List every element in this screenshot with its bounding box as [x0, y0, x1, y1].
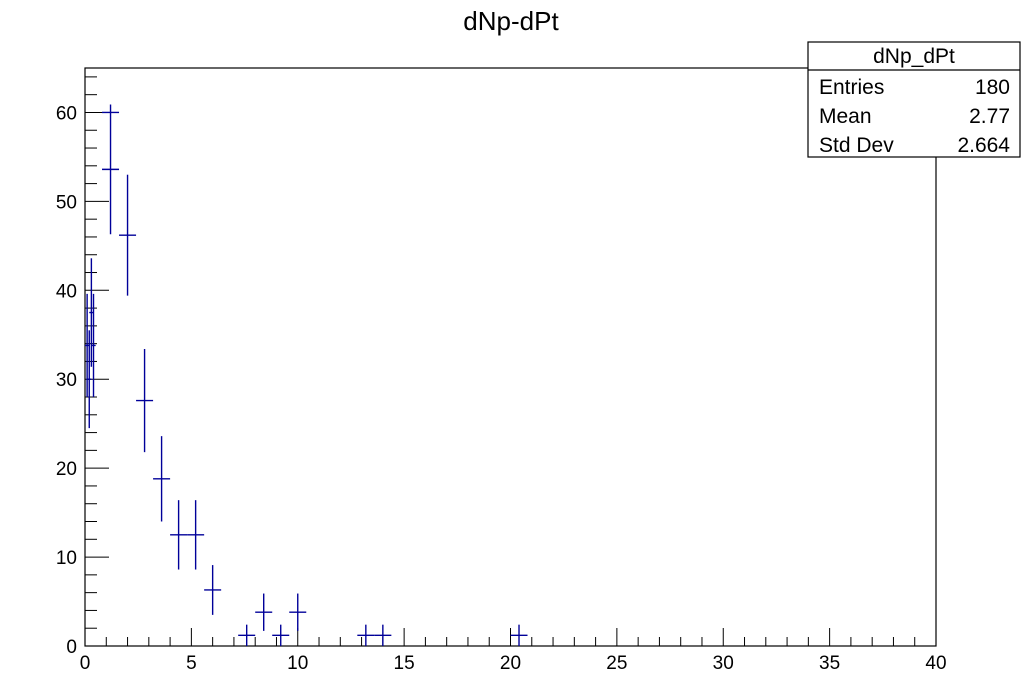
y-tick-label: 60: [56, 103, 77, 124]
data-point: [89, 258, 94, 367]
y-tick-label: 20: [56, 459, 77, 480]
x-tick-label: 30: [713, 653, 734, 674]
data-point: [170, 500, 188, 570]
data-point: [136, 348, 154, 453]
data-point: [91, 293, 96, 398]
stats-box: dNp_dPt Entries 180 Mean 2.77 Std Dev 2.…: [807, 41, 1021, 158]
x-tick-label: 20: [500, 653, 521, 674]
data-point: [238, 624, 256, 646]
stats-entries-label: Entries: [819, 76, 884, 99]
stats-box-name: dNp_dPt: [873, 45, 955, 68]
data-point: [357, 624, 375, 646]
stats-mean-label: Mean: [819, 105, 872, 128]
stats-stddev-value: 2.664: [957, 134, 1010, 157]
data-point: [119, 174, 137, 296]
stats-box-frame: [807, 41, 1021, 158]
x-tick-label: 35: [819, 653, 840, 674]
x-tick-label: 10: [287, 653, 308, 674]
data-point: [87, 330, 92, 429]
y-tick-label: 50: [56, 192, 77, 213]
y-tick-label: 30: [56, 370, 77, 391]
x-tick-label: 5: [186, 653, 197, 674]
y-tick-label: 10: [56, 548, 77, 569]
axis-ticks: [84, 76, 937, 647]
data-point: [153, 436, 171, 522]
data-point: [204, 565, 222, 615]
y-tick-label: 40: [56, 281, 77, 302]
x-axis-tick-labels: 0 5 10 15 20 25 30 35 40: [80, 653, 947, 674]
data-point: [102, 104, 120, 235]
data-point: [187, 500, 205, 570]
data-point: [272, 624, 290, 646]
x-tick-label: 0: [80, 653, 91, 674]
x-tick-label: 15: [394, 653, 415, 674]
data-point: [374, 624, 392, 646]
x-tick-label: 25: [606, 653, 627, 674]
data-points: [85, 104, 528, 646]
stats-stddev-label: Std Dev: [819, 134, 894, 157]
data-point: [255, 593, 273, 631]
chart-title: dNp-dPt: [463, 6, 559, 36]
data-point: [510, 624, 528, 646]
y-axis-tick-labels: 0 10 20 30 40 50 60: [56, 103, 77, 658]
stats-mean-value: 2.77: [969, 105, 1010, 128]
y-tick-label: 0: [66, 637, 77, 658]
x-tick-label: 40: [925, 653, 946, 674]
data-point: [289, 593, 307, 631]
stats-entries-value: 180: [975, 76, 1010, 99]
